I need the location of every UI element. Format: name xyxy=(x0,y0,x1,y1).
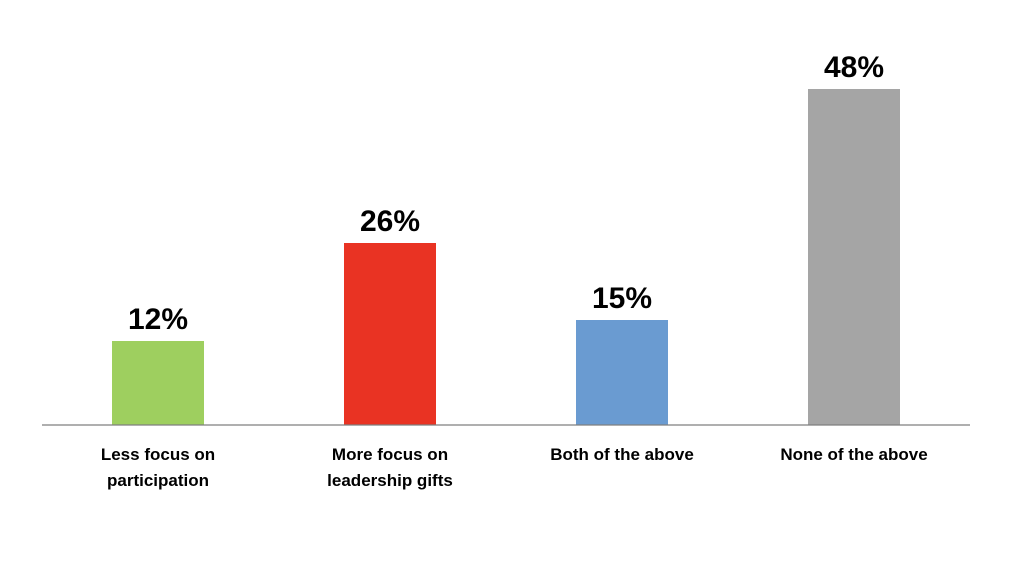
category-labels-group: Less focus on participation More focus on l… xyxy=(101,445,928,490)
bar-1 xyxy=(112,341,204,425)
bar-4 xyxy=(808,89,900,425)
category-label: Both of the above xyxy=(550,445,694,464)
bar-2 xyxy=(344,243,436,425)
category-label: leadership gifts xyxy=(327,471,453,490)
bar-value-label: 15% xyxy=(592,282,652,315)
bar-3 xyxy=(576,320,668,425)
category-label: participation xyxy=(107,471,209,490)
category-label: Less focus on xyxy=(101,445,215,464)
value-labels-group: 12% 26% 15% 48% xyxy=(128,51,884,336)
category-label: None of the above xyxy=(780,445,927,464)
bars-group xyxy=(112,89,900,425)
category-label: More focus on xyxy=(332,445,448,464)
bar-value-label: 12% xyxy=(128,303,188,336)
bar-value-label: 26% xyxy=(360,205,420,238)
bar-value-label: 48% xyxy=(824,51,884,84)
